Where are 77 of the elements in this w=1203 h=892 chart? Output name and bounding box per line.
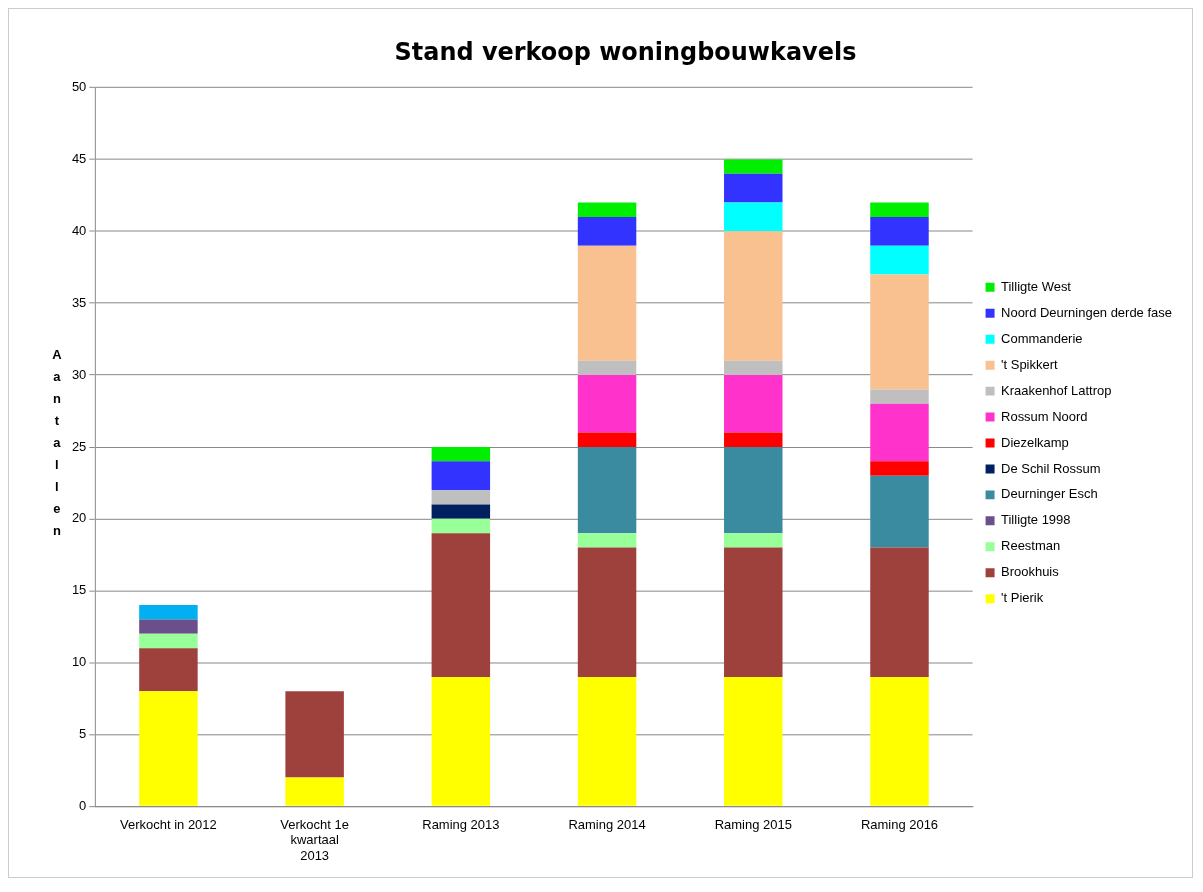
y-tick-label: 10	[71, 654, 87, 670]
legend-label: Kraakenhof Lattrop	[1001, 382, 1112, 398]
legend-label: Deurninger Esch	[1001, 486, 1098, 502]
legend-label: Noord Deurningen derde fase	[1001, 304, 1172, 320]
x-tick-label: Raming 2013	[422, 816, 500, 832]
legend-label: Rossum Noord	[1001, 408, 1088, 424]
bar	[724, 173, 783, 203]
bar	[577, 245, 637, 361]
bar	[724, 533, 783, 548]
bar	[431, 461, 491, 491]
y-tick-label: 5	[79, 726, 87, 742]
bar	[577, 547, 637, 677]
legend-label: 't Spikkert	[1001, 356, 1058, 372]
y-tick-label: 50	[71, 79, 87, 95]
bar	[870, 547, 929, 677]
bar	[724, 231, 783, 361]
bar	[870, 676, 929, 806]
bar	[431, 676, 491, 806]
bar	[431, 518, 491, 534]
bar	[870, 274, 929, 390]
bar	[870, 389, 929, 404]
legend-label: Tilligte West	[1001, 278, 1072, 294]
bar	[139, 605, 198, 620]
x-tick-label: Raming 2014	[568, 816, 646, 832]
bar	[577, 360, 637, 376]
y-tick-label: 20	[71, 510, 87, 526]
y-tick-label: 35	[71, 294, 87, 310]
bar	[870, 461, 929, 476]
x-tick-label: Raming 2016	[860, 816, 939, 832]
y-tick-label: 40	[71, 222, 87, 238]
bar	[724, 375, 783, 433]
bar	[431, 504, 491, 519]
legend-label: Commanderie	[1001, 330, 1083, 346]
bar	[577, 375, 637, 433]
bar	[577, 432, 637, 447]
chart-title: Stand verkoop woningbouwkavels	[394, 37, 857, 66]
bar	[577, 676, 637, 806]
x-tick-label: Verkocht in 2012	[120, 816, 217, 832]
bar	[431, 446, 491, 462]
bar	[870, 245, 929, 275]
bar	[870, 403, 929, 462]
bar	[724, 202, 783, 232]
x-tick-label: Raming 2015	[714, 816, 792, 832]
bar	[431, 490, 491, 505]
bar	[577, 216, 637, 246]
bar	[577, 202, 637, 217]
y-tick-label: 45	[71, 151, 87, 167]
y-tick-label: 0	[79, 797, 87, 813]
bar	[139, 691, 198, 806]
bar	[139, 619, 198, 634]
bar	[870, 216, 929, 246]
bar	[285, 691, 344, 778]
bar	[285, 777, 344, 806]
bar	[577, 446, 637, 534]
legend-label: Diezelkamp	[1001, 434, 1069, 450]
y-tick-label: 15	[71, 582, 87, 598]
legend-label: Tilligte 1998	[1001, 512, 1071, 528]
y-tick-label: 30	[71, 366, 87, 382]
bar	[724, 159, 783, 174]
bar	[577, 533, 637, 548]
bar	[431, 533, 491, 677]
bar	[870, 475, 929, 548]
bar	[724, 446, 783, 534]
y-tick-label: 25	[71, 438, 87, 454]
bar	[724, 547, 783, 677]
legend-label: Brookhuis	[1001, 564, 1060, 580]
bar	[139, 648, 198, 692]
bar	[139, 633, 198, 649]
legend-label: 't Pierik	[1001, 590, 1044, 606]
bar	[870, 202, 929, 217]
bar	[724, 676, 783, 806]
x-tick-label: Verkocht 1e kwartaal 2013	[280, 816, 349, 863]
bar	[724, 432, 783, 447]
legend-label: De Schil Rossum	[1001, 460, 1101, 476]
text: Aantallen	[52, 347, 62, 538]
legend-label: Reestman	[1001, 538, 1061, 554]
bar	[724, 360, 783, 376]
